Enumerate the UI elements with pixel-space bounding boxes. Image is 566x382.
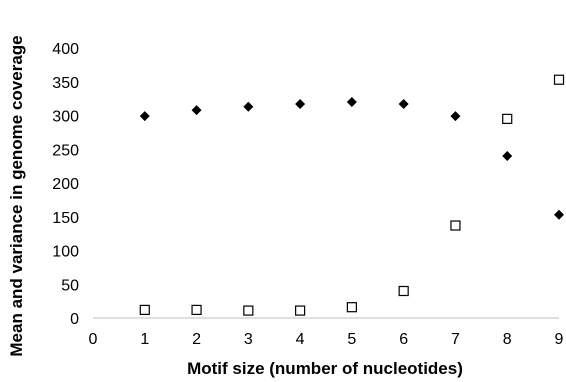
y-tick-label: 0 [70,311,79,328]
mean-diamond-point [398,99,409,110]
y-tick-label: 400 [52,41,79,58]
y-tick-label: 300 [52,109,79,126]
y-tick-label: 100 [52,244,79,261]
y-tick-label: 250 [52,142,79,159]
variance-square-point [243,305,254,316]
x-tick-label: 9 [555,331,564,348]
mean-diamond-point [450,111,461,122]
y-tick-labels: 0 50 100 150 200 250 300 350 400 [52,41,79,328]
x-tick-label: 1 [140,331,149,348]
variance-square-point [139,304,150,315]
variance-square-point [502,113,513,124]
mean-diamond-point [295,99,306,110]
y-axis-title: Mean and variance in genome coverage [7,35,26,356]
x-tick-label: 2 [192,331,201,348]
mean-diamond-point [346,97,357,107]
x-tick-label: 8 [503,331,512,348]
variance-square-point [191,304,202,315]
x-axis-title: Motif size (number of nucleotides) [187,359,463,378]
x-tick-label: 5 [347,331,356,348]
variance-square-point [450,220,461,231]
variance-square-point [553,74,565,85]
mean-diamond-point [554,209,564,220]
y-tick-label: 350 [52,75,79,92]
y-tick-label: 150 [52,210,79,227]
x-tick-label: 3 [244,331,253,348]
mean-diamond-point [502,151,513,161]
variance-square-point [398,285,409,297]
x-tick-labels: 0 1 2 3 4 5 6 7 8 9 [89,331,564,348]
variance-square-point [295,305,306,316]
x-tick-label: 0 [89,331,98,348]
mean-diamond-point [191,105,202,116]
y-tick-label: 200 [52,176,79,193]
data-points [139,74,565,316]
mean-diamond-point [243,101,254,112]
variance-square-point [346,302,357,313]
x-tick-label: 7 [451,331,460,348]
x-tick-label: 6 [399,331,408,348]
mean-diamond-point [139,111,150,122]
y-tick-label: 50 [61,277,79,294]
x-tick-label: 4 [296,331,305,348]
